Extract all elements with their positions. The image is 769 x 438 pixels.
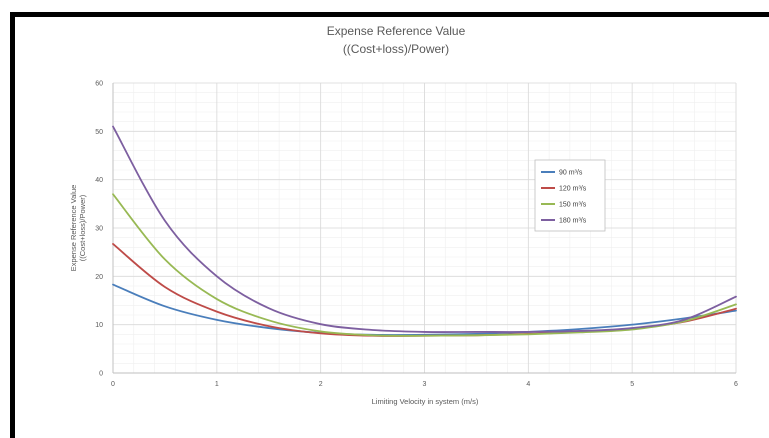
x-tick-label: 4 xyxy=(526,381,530,388)
legend-label-3: 150 m³/s xyxy=(559,202,587,209)
chart-title: Expense Reference Value xyxy=(327,24,466,38)
legend-label-4: 180 m³/s xyxy=(559,218,587,225)
x-tick-label: 1 xyxy=(215,381,219,388)
series-line-4 xyxy=(112,125,737,333)
y-tick-label: 40 xyxy=(95,177,103,184)
y-tick-label: 0 xyxy=(99,371,103,378)
x-axis-title: Limiting Velocity in system (m/s) xyxy=(372,397,479,406)
top-border xyxy=(10,12,769,17)
x-tick-label: 2 xyxy=(319,381,323,388)
x-tick-label: 5 xyxy=(630,381,634,388)
legend-label-1: 90 m³/s xyxy=(559,170,583,177)
x-tick-label: 6 xyxy=(734,381,738,388)
series-layer xyxy=(112,125,737,337)
y-axis-title-group: Expense Reference Value ((Cost+loss)/Pow… xyxy=(69,185,87,272)
y-axis-title: Expense Reference Value xyxy=(69,185,78,272)
y-tick-label: 50 xyxy=(95,129,103,136)
chart-subtitle: ((Cost+loss)/Power) xyxy=(343,42,449,56)
y-tick-label: 60 xyxy=(95,81,103,88)
left-border xyxy=(10,12,15,438)
legend-items: 90 m³/s 120 m³/s 150 m³/s 180 m³/s xyxy=(541,170,587,225)
legend-label-2: 120 m³/s xyxy=(559,186,587,193)
y-tick-label: 30 xyxy=(95,226,103,233)
series-line-1 xyxy=(112,283,737,336)
legend: 90 m³/s 120 m³/s 150 m³/s 180 m³/s xyxy=(534,159,606,232)
x-tick-label: 3 xyxy=(423,381,427,388)
y-tick-label: 20 xyxy=(95,274,103,281)
y-axis-subtitle: ((Cost+loss)/Power) xyxy=(78,194,87,261)
series-line-3 xyxy=(112,193,737,337)
y-tick-label: 10 xyxy=(95,322,103,329)
grid-layer xyxy=(112,82,737,374)
x-tick-label: 0 xyxy=(111,381,115,388)
